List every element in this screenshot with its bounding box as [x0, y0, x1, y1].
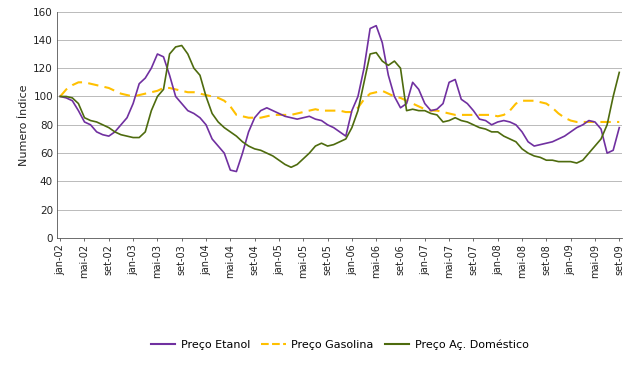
Preço Etanol — [232, 169, 240, 174]
Preço Aç. Doméstico — [348, 125, 356, 130]
Preço Etanol — [512, 122, 520, 127]
Preço Etanol — [457, 97, 465, 102]
Preço Gasolina — [154, 88, 161, 93]
Line: Preço Aç. Doméstico: Preço Aç. Doméstico — [60, 45, 619, 167]
Preço Aç. Doméstico — [130, 135, 137, 140]
Preço Etanol — [57, 94, 64, 99]
Y-axis label: Numero Índice: Numero Índice — [19, 84, 29, 166]
Preço Aç. Doméstico — [57, 94, 64, 99]
Preço Gasolina — [342, 110, 350, 114]
Preço Gasolina — [615, 120, 623, 124]
Preço Etanol — [372, 23, 380, 28]
Preço Gasolina — [135, 93, 143, 98]
Preço Gasolina — [573, 120, 580, 124]
Legend: Preço Etanol, Preço Gasolina, Preço Aç. Doméstico: Preço Etanol, Preço Gasolina, Preço Aç. … — [150, 340, 529, 350]
Preço Gasolina — [57, 94, 64, 99]
Line: Preço Gasolina: Preço Gasolina — [60, 82, 619, 122]
Preço Gasolina — [451, 113, 459, 117]
Preço Etanol — [147, 66, 155, 71]
Preço Etanol — [130, 101, 137, 106]
Preço Aç. Doméstico — [512, 139, 520, 144]
Preço Aç. Doméstico — [615, 70, 623, 75]
Preço Aç. Doméstico — [287, 165, 295, 170]
Preço Aç. Doméstico — [457, 118, 465, 123]
Line: Preço Etanol: Preço Etanol — [60, 26, 619, 172]
Preço Etanol — [342, 134, 350, 139]
Preço Gasolina — [178, 88, 185, 93]
Preço Aç. Doméstico — [172, 45, 180, 49]
Preço Gasolina — [74, 80, 82, 84]
Preço Aç. Doméstico — [178, 43, 185, 48]
Preço Aç. Doméstico — [147, 108, 155, 113]
Preço Etanol — [615, 125, 623, 130]
Preço Gasolina — [506, 108, 514, 113]
Preço Etanol — [172, 94, 180, 99]
